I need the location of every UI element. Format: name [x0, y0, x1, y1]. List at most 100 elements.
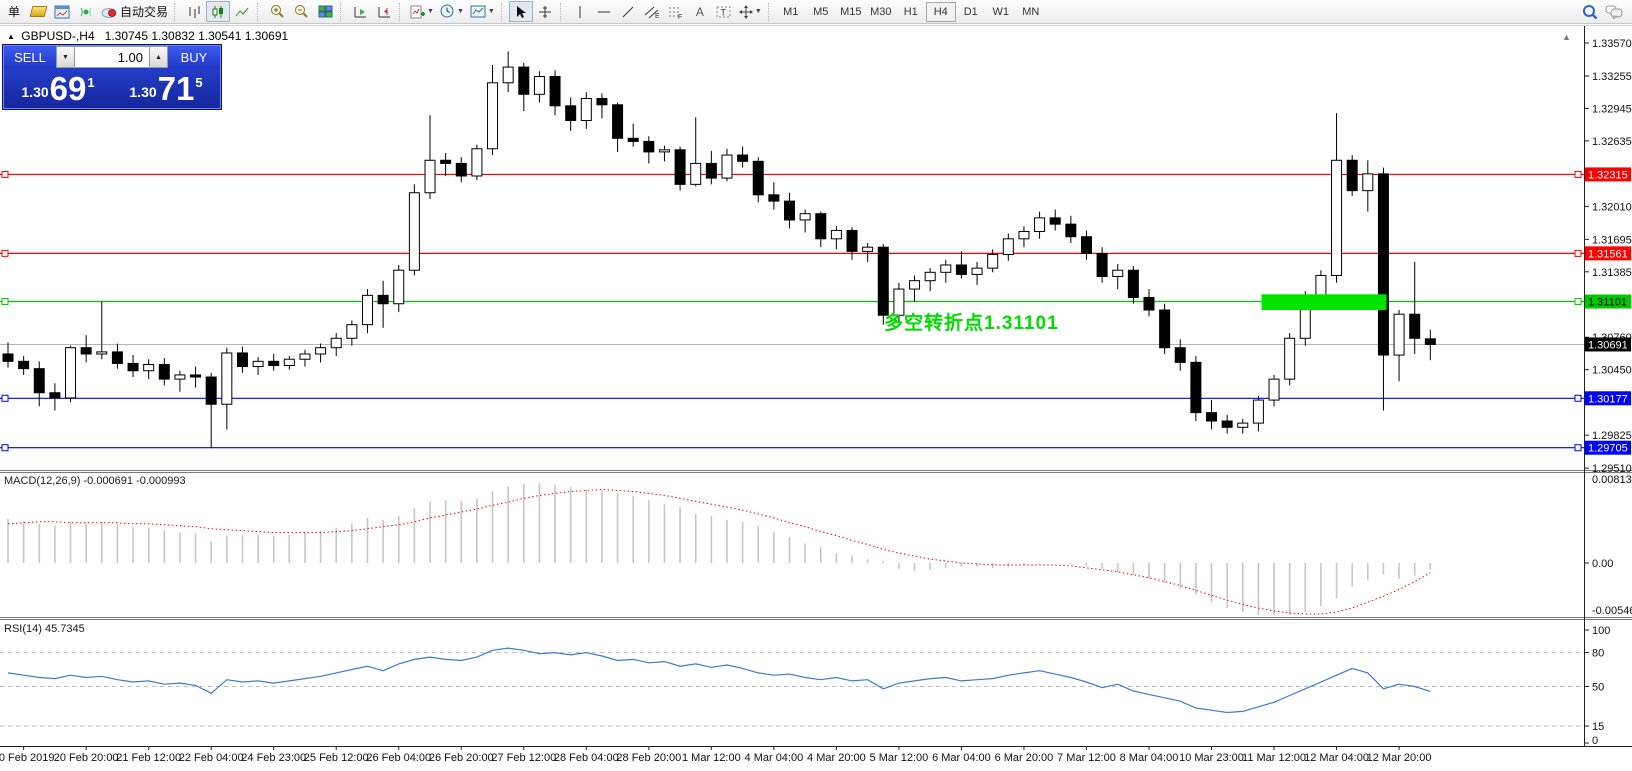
- candle-body: [721, 154, 733, 179]
- zoom-in-button[interactable]: [265, 1, 289, 22]
- price-badge-label: 1.30691: [1588, 339, 1628, 351]
- pivot-annotation-text[interactable]: 多空转折点1.31101: [884, 313, 1059, 334]
- rsi-pane: 100 80 50 15 0: [0, 625, 1610, 747]
- crosshair-button[interactable]: [533, 1, 557, 22]
- candle-body: [1174, 347, 1186, 363]
- time-tick-label: 6 Mar 04:00: [932, 752, 991, 764]
- timeframe-d1-button[interactable]: D1: [956, 2, 986, 22]
- candle-body: [1362, 173, 1374, 192]
- cursor-button[interactable]: [508, 1, 533, 22]
- candle-body: [471, 148, 483, 177]
- price-tick-label: 1.29825: [1592, 430, 1632, 442]
- candle-body: [846, 229, 858, 252]
- arrows-button[interactable]: ▼: [736, 1, 765, 22]
- price-badge: [1585, 391, 1631, 406]
- rsi-line: [7, 647, 1431, 714]
- candle-body: [330, 337, 342, 349]
- chart-window: 1.33570 1.33255 1.32945 1.32635 1.32010 1.316…: [0, 24, 1632, 771]
- scroll-to-end-marker[interactable]: ▲: [1562, 32, 1571, 42]
- chat-button[interactable]: [1602, 1, 1626, 22]
- equidistant-channel-button[interactable]: E: [640, 1, 664, 22]
- time-tick-label: 26 Feb 04:00: [366, 752, 431, 764]
- periods-button[interactable]: ▼: [437, 1, 467, 22]
- line-handle[interactable]: [1574, 394, 1582, 402]
- chart-bars-button[interactable]: [182, 1, 206, 22]
- timeframe-m30-button[interactable]: M30: [866, 2, 896, 22]
- sell-price[interactable]: 1.30 69 1: [4, 68, 112, 107]
- tile-windows-button[interactable]: [313, 1, 337, 22]
- timeframe-m15-button[interactable]: M15: [836, 2, 866, 22]
- chart-candles-icon: [211, 5, 225, 19]
- candle-body: [1159, 309, 1171, 349]
- candle-body: [33, 368, 45, 394]
- text-button[interactable]: A: [688, 1, 712, 22]
- buy-button[interactable]: BUY: [168, 46, 220, 68]
- line-handle[interactable]: [1574, 444, 1582, 452]
- candle-body: [580, 97, 592, 121]
- vertical-line-button[interactable]: [568, 1, 592, 22]
- timeframe-mn-button[interactable]: MN: [1016, 2, 1046, 22]
- highlight-rectangle[interactable]: [1261, 294, 1387, 311]
- zoom-out-button[interactable]: [289, 1, 313, 22]
- timeframe-m1-button[interactable]: M1: [776, 2, 806, 22]
- toolbar-separator: [500, 2, 506, 21]
- volume-decrease-button[interactable]: ▼: [56, 46, 75, 68]
- text-label-button[interactable]: T: [712, 1, 736, 22]
- candles-layer: [2, 51, 1436, 449]
- fibonacci-button[interactable]: F: [664, 1, 688, 22]
- macd-axis-max: 0.008137: [1592, 474, 1632, 486]
- candle-body: [1049, 217, 1061, 225]
- candle-body: [909, 280, 921, 290]
- buy-price[interactable]: 1.30 71 5: [112, 68, 220, 107]
- new-chart-button[interactable]: [50, 1, 74, 22]
- candle-body: [1143, 296, 1155, 311]
- candle-body: [1080, 236, 1092, 254]
- svg-text:T: T: [721, 7, 727, 17]
- line-handle[interactable]: [1, 444, 9, 452]
- horizontal-line-button[interactable]: [592, 1, 616, 22]
- search-button[interactable]: [1578, 1, 1602, 22]
- new-order-button[interactable]: 单: [2, 1, 26, 22]
- candle-body: [877, 246, 889, 316]
- sell-button[interactable]: SELL: [4, 46, 56, 68]
- candle-body: [955, 264, 967, 275]
- indicators-button[interactable]: ▼: [407, 1, 437, 22]
- timeframe-w1-button[interactable]: W1: [986, 2, 1016, 22]
- candle-body: [674, 149, 686, 185]
- time-tick-label: 24 Feb 23:00: [241, 752, 306, 764]
- auto-scroll-button[interactable]: [348, 1, 372, 22]
- line-handle[interactable]: [1574, 298, 1582, 306]
- signals-icon: [78, 5, 94, 19]
- candle-body: [1112, 269, 1124, 278]
- timeframe-m5-button[interactable]: M5: [806, 2, 836, 22]
- price-badge: [1585, 294, 1631, 309]
- arrows-icon: [738, 4, 753, 19]
- line-handle[interactable]: [1, 394, 9, 402]
- time-tick-label: 28 Feb 04:00: [554, 752, 619, 764]
- candle-body: [893, 288, 905, 316]
- volume-increase-button[interactable]: ▲: [149, 46, 168, 68]
- line-handle[interactable]: [1574, 170, 1582, 178]
- line-handle[interactable]: [1, 170, 9, 178]
- text-icon: A: [695, 4, 704, 19]
- candle-body: [205, 376, 217, 405]
- auto-trading-button[interactable]: 自动交易: [98, 1, 171, 22]
- candle-body: [784, 200, 795, 221]
- line-handle[interactable]: [1, 298, 9, 306]
- trendline-button[interactable]: [616, 1, 640, 22]
- candle-body: [658, 149, 670, 153]
- timeframe-h4-button[interactable]: H4: [925, 1, 956, 22]
- chart-candles-button[interactable]: [206, 1, 231, 22]
- history-center-button[interactable]: [26, 1, 50, 22]
- line-handle[interactable]: [1, 249, 9, 257]
- volume-input[interactable]: [75, 46, 149, 68]
- chart-shift-button[interactable]: [372, 1, 396, 22]
- templates-button[interactable]: ▼: [467, 1, 498, 22]
- timeframe-h1-button[interactable]: H1: [896, 2, 926, 22]
- signals-button[interactable]: [74, 1, 98, 22]
- time-tick-label: 12 Mar 04:00: [1304, 752, 1369, 764]
- time-tick-label: 1 Mar 12:00: [682, 752, 741, 764]
- chart-line-button[interactable]: [230, 1, 254, 22]
- svg-text:E: E: [655, 13, 660, 19]
- line-handle[interactable]: [1574, 249, 1582, 257]
